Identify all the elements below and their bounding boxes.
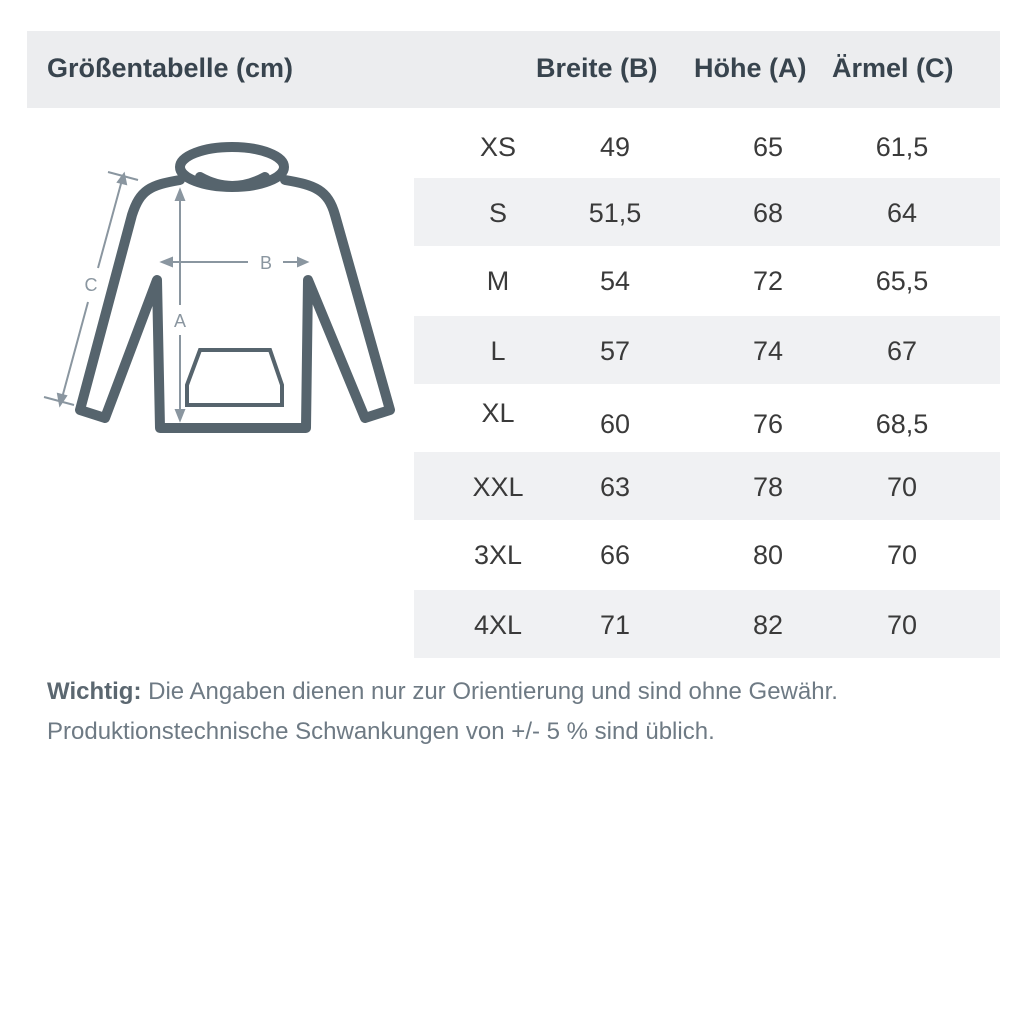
label-a: A — [174, 311, 186, 331]
table-row: XL 60 76 68,5 — [414, 384, 1000, 452]
size-cell: XL — [481, 398, 515, 428]
size-cell: 4XL — [473, 610, 523, 640]
aermel-cell: 70 — [886, 472, 918, 502]
table-row: M 54 72 65,5 — [414, 246, 1000, 314]
size-cell: 3XL — [473, 540, 523, 570]
breite-cell: 51,5 — [588, 198, 642, 228]
hoehe-cell: 72 — [752, 266, 784, 296]
aermel-cell: 64 — [886, 198, 918, 228]
hoehe-cell: 74 — [752, 336, 784, 366]
hoodie-diagram: A B C — [43, 142, 395, 433]
note-line-2: Produktionstechnische Schwankungen von +… — [47, 718, 715, 745]
aermel-cell: 68,5 — [875, 409, 929, 439]
hoehe-cell: 65 — [752, 132, 784, 162]
size-cell: M — [486, 266, 510, 296]
table-row: S 51,5 68 64 — [414, 178, 1000, 246]
size-cell: S — [488, 198, 508, 228]
breite-cell: 49 — [599, 132, 631, 162]
aermel-cell: 67 — [886, 336, 918, 366]
table-row: L 57 74 67 — [414, 316, 1000, 384]
breite-cell: 57 — [599, 336, 631, 366]
table-row: 4XL 71 82 70 — [414, 590, 1000, 658]
breite-cell: 71 — [599, 610, 631, 640]
hoehe-cell: 82 — [752, 610, 784, 640]
table-header — [27, 31, 1000, 108]
column-header-aermel: Ärmel (C) — [832, 53, 954, 83]
aermel-cell: 61,5 — [875, 132, 929, 162]
aermel-cell: 70 — [886, 610, 918, 640]
breite-cell: 66 — [599, 540, 631, 570]
aermel-cell: 65,5 — [875, 266, 929, 296]
note-line-1: Wichtig: Die Angaben dienen nur zur Orie… — [47, 678, 838, 706]
hoehe-cell: 78 — [752, 472, 784, 502]
column-header-breite: Breite (B) — [536, 53, 658, 83]
hoodie-outline-icon — [75, 142, 395, 433]
breite-cell: 54 — [599, 266, 631, 296]
breite-cell: 60 — [599, 409, 631, 439]
breite-cell: 63 — [599, 472, 631, 502]
label-c: C — [85, 275, 98, 295]
measure-arrows-icon — [43, 171, 310, 423]
aermel-cell: 70 — [886, 540, 918, 570]
pocket-icon — [185, 348, 284, 407]
hoehe-cell: 76 — [752, 409, 784, 439]
table-row: 3XL 66 80 70 — [414, 520, 1000, 588]
note-text: Die Angaben dienen nur zur Orientierung … — [148, 678, 838, 705]
size-cell: L — [490, 336, 506, 366]
size-cell: XXL — [472, 472, 524, 502]
size-cell: XS — [479, 132, 517, 162]
hoehe-cell: 68 — [752, 198, 784, 228]
page-title: Größentabelle (cm) — [47, 53, 294, 83]
hoehe-cell: 80 — [752, 540, 784, 570]
label-b: B — [260, 253, 272, 273]
column-header-hoehe: Höhe (A) — [694, 53, 807, 83]
table-row: XXL 63 78 70 — [414, 452, 1000, 520]
note-bold: Wichtig: — [47, 678, 142, 705]
table-row: XS 49 65 61,5 — [414, 112, 1000, 180]
